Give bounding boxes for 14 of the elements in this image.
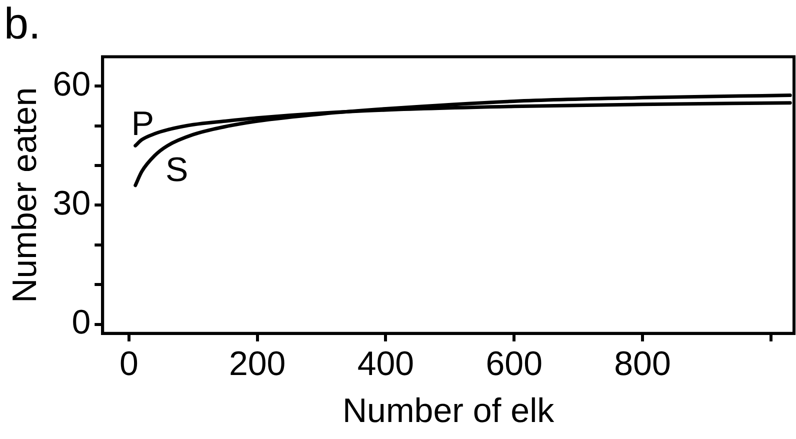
line-series <box>134 94 792 188</box>
y-axis-title: Number eaten <box>6 87 44 303</box>
y-tick-label: 30 <box>52 184 91 223</box>
x-tick-label: 0 <box>119 345 138 384</box>
y-tick-label: 0 <box>72 304 91 342</box>
series-label: P <box>131 105 154 144</box>
x-tick-label: 200 <box>228 345 286 384</box>
x-axis-title: Number of elk <box>342 392 556 430</box>
x-tick-label: 400 <box>357 345 414 384</box>
y-tick-label: 60 <box>52 66 91 104</box>
chart-title: b. <box>4 0 41 49</box>
series-label: S <box>165 151 188 190</box>
x-tick-label: 600 <box>486 345 542 384</box>
x-tick-label: 800 <box>614 345 671 384</box>
